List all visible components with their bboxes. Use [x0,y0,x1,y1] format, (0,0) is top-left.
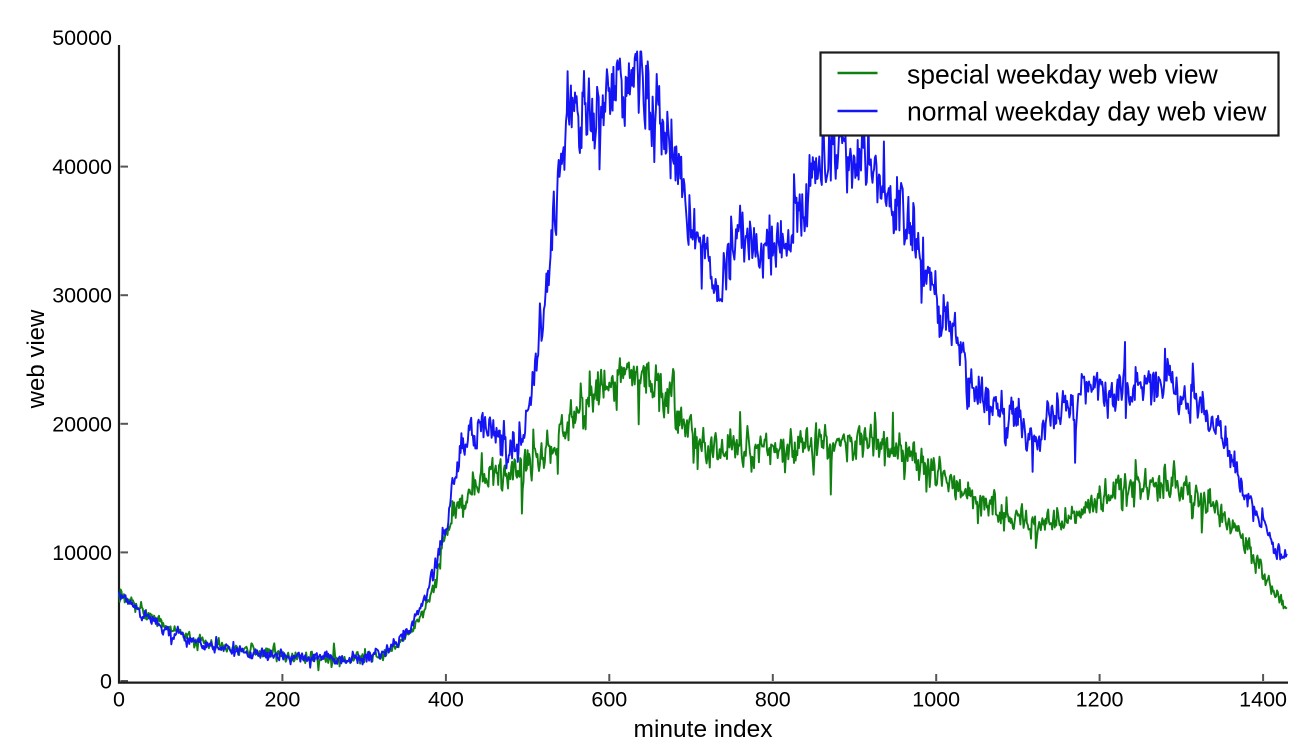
svg-text:600: 600 [591,688,627,712]
svg-text:web view: web view [23,309,50,409]
svg-text:400: 400 [428,688,464,712]
svg-text:0: 0 [113,688,125,712]
svg-text:0: 0 [100,670,112,694]
svg-text:50000: 50000 [52,26,112,50]
svg-text:normal weekday day web view: normal weekday day web view [907,97,1267,127]
svg-text:special weekday web view: special weekday web view [907,60,1219,90]
svg-text:20000: 20000 [52,412,112,436]
svg-text:40000: 40000 [52,155,112,179]
svg-text:200: 200 [264,688,300,712]
svg-text:1200: 1200 [1076,688,1124,712]
svg-text:minute index: minute index [634,716,773,743]
svg-text:1000: 1000 [912,688,960,712]
svg-text:1400: 1400 [1239,688,1287,712]
svg-text:30000: 30000 [52,284,112,308]
svg-text:800: 800 [755,688,791,712]
svg-text:10000: 10000 [52,541,112,565]
